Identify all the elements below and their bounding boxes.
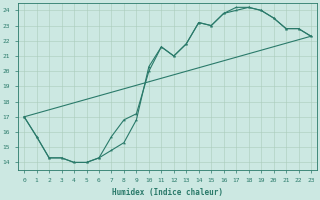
X-axis label: Humidex (Indice chaleur): Humidex (Indice chaleur) (112, 188, 223, 197)
